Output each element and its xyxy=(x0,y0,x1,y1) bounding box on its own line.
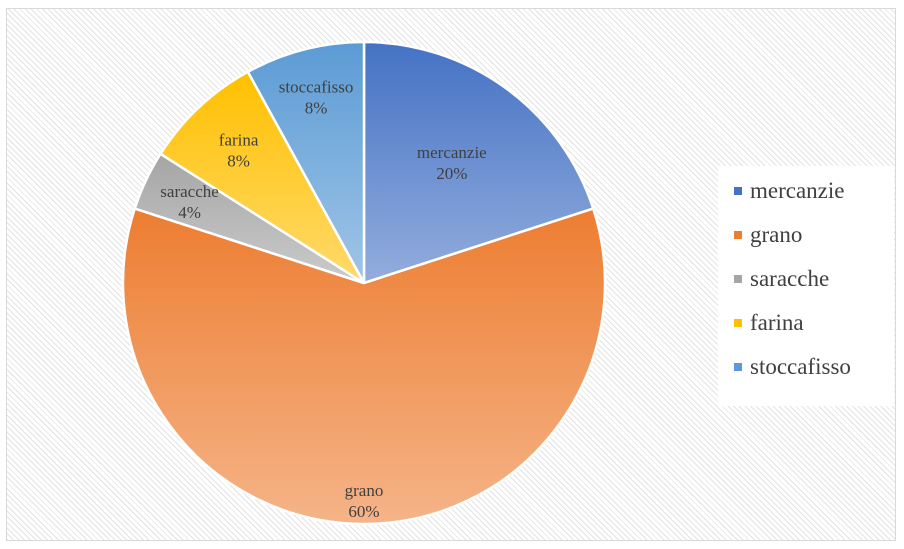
slice-label-category: mercanzie xyxy=(417,143,487,162)
slice-label-percent: 20% xyxy=(436,164,467,183)
legend-label: grano xyxy=(750,222,803,247)
legend-marker xyxy=(734,319,742,327)
legend-label: farina xyxy=(750,310,804,335)
legend-label: mercanzie xyxy=(750,178,845,203)
legend-item: stoccafisso xyxy=(734,352,851,382)
pie-slice-stoccafisso xyxy=(246,40,366,284)
slice-label-percent: 8% xyxy=(305,98,328,117)
legend-label: saracche xyxy=(750,266,830,291)
legend-label: stoccafisso xyxy=(750,354,851,379)
slice-label-category: farina xyxy=(219,130,259,149)
pie-slice-farina xyxy=(158,70,366,285)
legend-marker xyxy=(734,187,742,195)
pie-slice-grano xyxy=(121,206,607,526)
legend-item: grano xyxy=(734,220,802,250)
slice-label-percent: 4% xyxy=(178,203,201,222)
slice-label-category: saracche xyxy=(160,182,219,201)
slice-label-category: grano xyxy=(345,481,384,500)
slice-label-percent: 60% xyxy=(348,502,379,521)
legend-item: farina xyxy=(734,308,804,338)
pie-slice-mercanzie xyxy=(362,40,595,285)
legend-item: mercanzie xyxy=(734,176,844,206)
legend-item: saracche xyxy=(734,264,829,294)
legend: mercanzie grano saracche farina stoccafisso xyxy=(718,166,894,406)
slice-label-category: stoccafisso xyxy=(279,77,354,96)
legend-marker xyxy=(734,363,742,371)
slice-label-percent: 8% xyxy=(227,151,250,170)
legend-marker xyxy=(734,231,742,239)
legend-marker xyxy=(734,275,742,283)
